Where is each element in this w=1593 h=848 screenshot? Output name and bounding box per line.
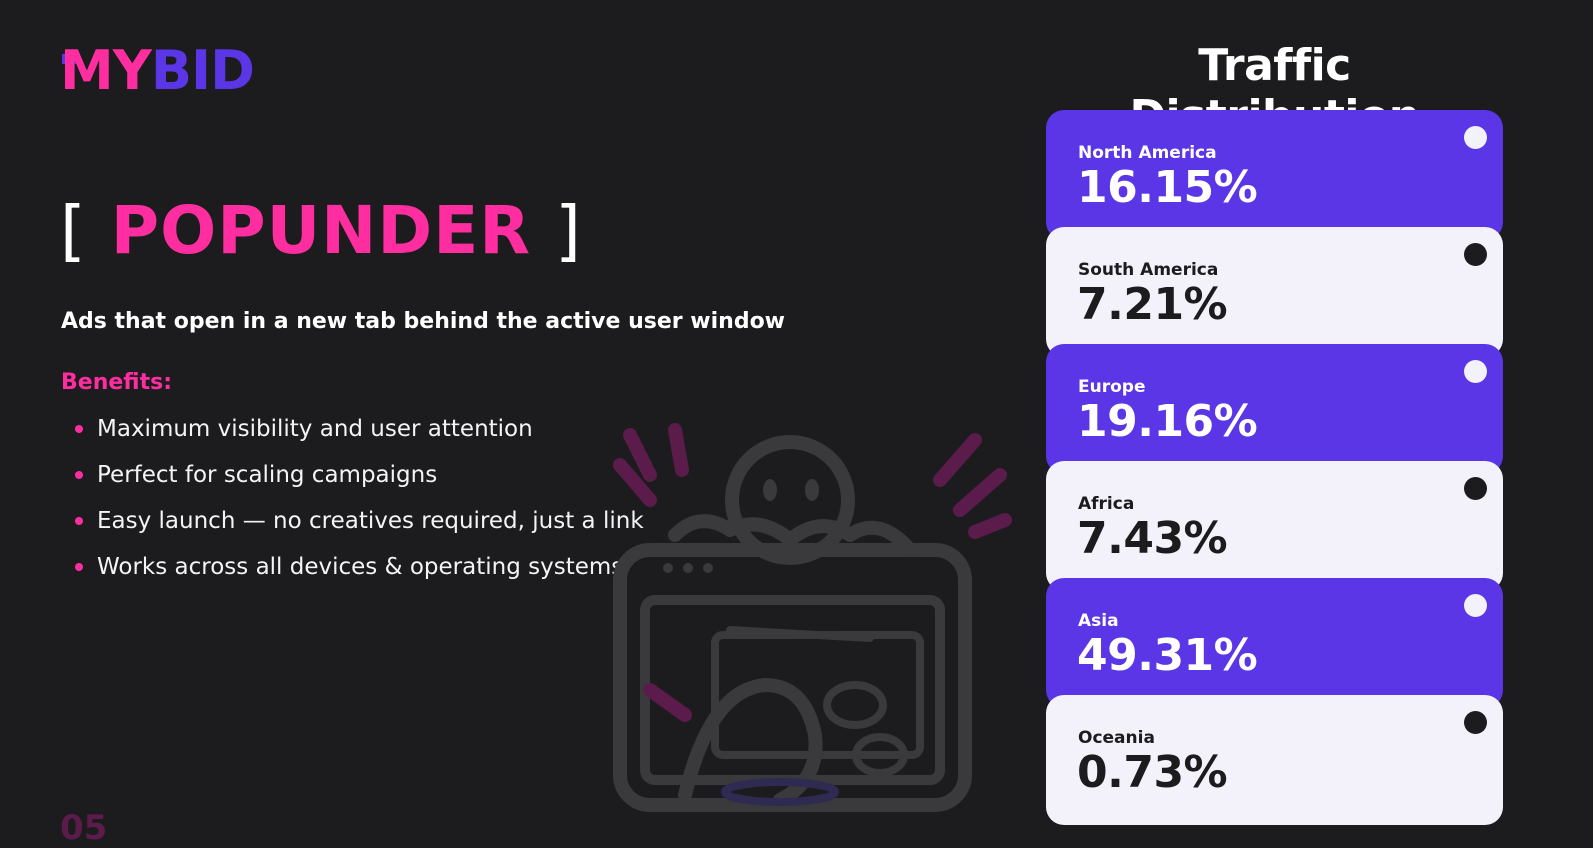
region-name: North America <box>1078 143 1217 163</box>
region-percentage: 0.73% <box>1077 747 1228 798</box>
region-card-europe: Europe 19.16% <box>1046 344 1503 474</box>
bullet-icon <box>75 517 83 525</box>
benefits-heading: Benefits: <box>61 370 172 395</box>
region-name: Asia <box>1078 611 1119 631</box>
list-item: Perfect for scaling campaigns <box>61 458 644 504</box>
benefit-text: Works across all devices & operating sys… <box>97 554 624 580</box>
bullet-icon <box>75 425 83 433</box>
card-hole-icon <box>1464 477 1487 500</box>
title-word: POPUNDER <box>110 192 532 269</box>
region-name: South America <box>1078 260 1219 280</box>
card-hole-icon <box>1464 243 1487 266</box>
bullet-icon <box>75 471 83 479</box>
logo[interactable]: MYBID <box>60 44 255 98</box>
region-name: Europe <box>1078 377 1146 397</box>
card-hole-icon <box>1464 360 1487 383</box>
title-open-bracket: [ <box>60 192 87 269</box>
logo-mark <box>62 54 76 64</box>
region-card-oceania: Oceania 0.73% <box>1046 695 1503 825</box>
region-percentage: 7.43% <box>1077 513 1228 564</box>
region-card-north-america: North America 16.15% <box>1046 110 1503 240</box>
region-name: Oceania <box>1078 728 1155 748</box>
benefit-text: Easy launch — no creatives required, jus… <box>97 508 644 534</box>
region-card-south-america: South America 7.21% <box>1046 227 1503 357</box>
region-percentage: 19.16% <box>1077 396 1258 447</box>
region-card-africa: Africa 7.43% <box>1046 461 1503 591</box>
region-percentage: 49.31% <box>1077 630 1258 681</box>
region-name: Africa <box>1078 494 1135 514</box>
page-number: 05 <box>60 808 108 848</box>
character-peeking-browser-window-illustration <box>613 423 1012 812</box>
logo-text-bid: BID <box>150 39 255 102</box>
region-percentage: 16.15% <box>1077 162 1258 213</box>
subtitle: Ads that open in a new tab behind the ac… <box>61 309 786 334</box>
page-title: [ POPUNDER ] <box>60 198 582 264</box>
card-hole-icon <box>1464 711 1487 734</box>
list-item: Works across all devices & operating sys… <box>61 550 644 596</box>
list-item: Maximum visibility and user attention <box>61 412 644 458</box>
region-percentage: 7.21% <box>1077 279 1228 330</box>
card-hole-icon <box>1464 594 1487 617</box>
list-item: Easy launch — no creatives required, jus… <box>61 504 644 550</box>
logo-text-my: MY <box>60 39 152 102</box>
card-hole-icon <box>1464 126 1487 149</box>
benefit-text: Perfect for scaling campaigns <box>97 462 438 488</box>
bullet-icon <box>75 563 83 571</box>
title-close-bracket: ] <box>555 192 582 269</box>
benefits-list: Maximum visibility and user attention Pe… <box>61 412 644 596</box>
region-card-asia: Asia 49.31% <box>1046 578 1503 708</box>
benefit-text: Maximum visibility and user attention <box>97 416 533 442</box>
